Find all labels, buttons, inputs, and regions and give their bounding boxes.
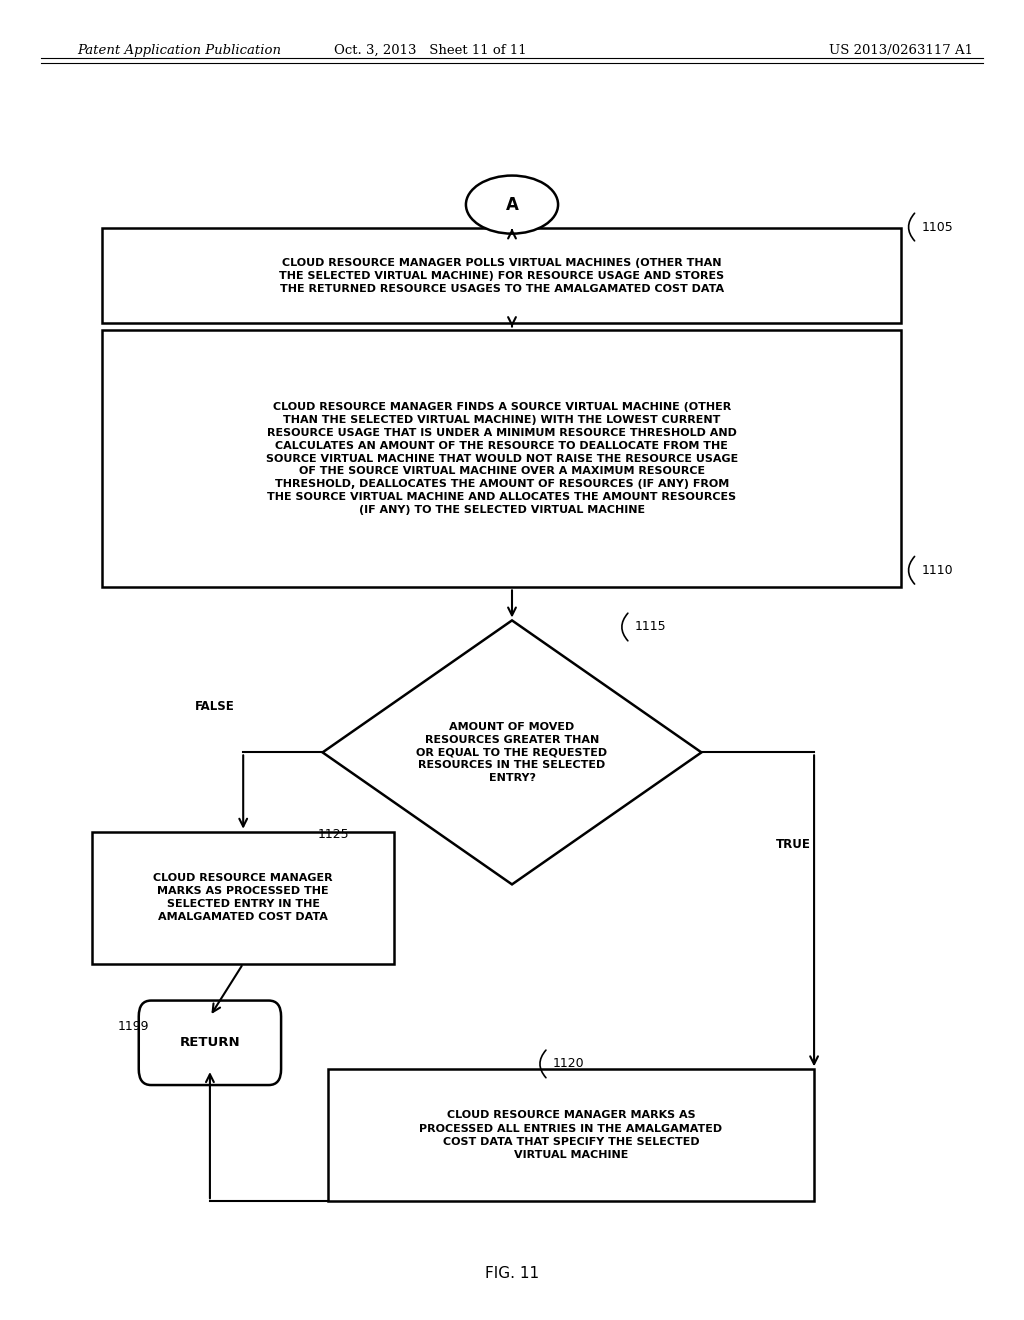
Text: TRUE: TRUE [776,838,811,851]
Text: CLOUD RESOURCE MANAGER MARKS AS
PROCESSED ALL ENTRIES IN THE AMALGAMATED
COST DA: CLOUD RESOURCE MANAGER MARKS AS PROCESSE… [419,1110,723,1160]
Text: 1199: 1199 [118,1020,150,1034]
Text: CLOUD RESOURCE MANAGER POLLS VIRTUAL MACHINES (OTHER THAN
THE SELECTED VIRTUAL M: CLOUD RESOURCE MANAGER POLLS VIRTUAL MAC… [280,257,724,294]
Ellipse shape [466,176,558,234]
Bar [102,330,901,587]
Text: 1105: 1105 [922,220,953,234]
Text: CLOUD RESOURCE MANAGER
MARKS AS PROCESSED THE
SELECTED ENTRY IN THE
AMALGAMATED : CLOUD RESOURCE MANAGER MARKS AS PROCESSE… [154,873,333,923]
Text: FALSE: FALSE [196,700,234,713]
Polygon shape [323,620,701,884]
Text: Patent Application Publication: Patent Application Publication [77,44,281,57]
Text: Oct. 3, 2013   Sheet 11 of 11: Oct. 3, 2013 Sheet 11 of 11 [334,44,526,57]
FancyBboxPatch shape [138,1001,281,1085]
Text: 1115: 1115 [635,620,667,634]
Bar [102,228,901,323]
Text: RETURN: RETURN [179,1036,241,1049]
Text: 1110: 1110 [922,564,953,577]
Text: CLOUD RESOURCE MANAGER FINDS A SOURCE VIRTUAL MACHINE (OTHER
THAN THE SELECTED V: CLOUD RESOURCE MANAGER FINDS A SOURCE VI… [265,403,738,515]
Text: AMOUNT OF MOVED
RESOURCES GREATER THAN
OR EQUAL TO THE REQUESTED
RESOURCES IN TH: AMOUNT OF MOVED RESOURCES GREATER THAN O… [417,722,607,783]
Text: A: A [506,195,518,214]
Bar [92,832,394,964]
Text: US 2013/0263117 A1: US 2013/0263117 A1 [829,44,973,57]
Text: 1120: 1120 [553,1057,585,1071]
Text: FIG. 11: FIG. 11 [485,1266,539,1282]
Text: 1125: 1125 [317,828,349,841]
Bar [328,1069,814,1201]
